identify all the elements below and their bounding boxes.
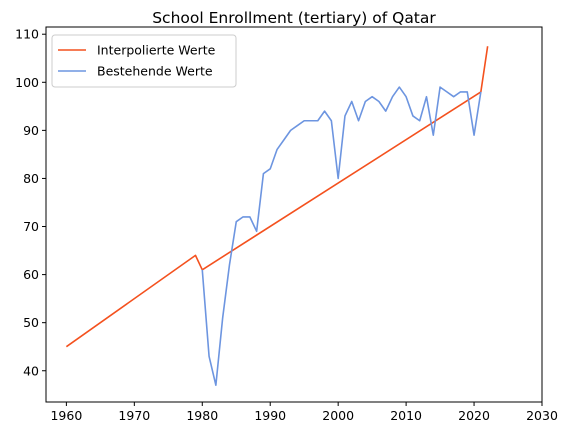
- y-tick-label: 50: [23, 315, 39, 330]
- legend: Interpolierte Werte Bestehende Werte: [51, 34, 237, 88]
- y-tick-label: 100: [15, 75, 39, 90]
- plot-lines: [65, 46, 489, 386]
- series-line-1: [201, 86, 482, 386]
- y-axis: 40 50 60 70 80 90 100 110: [15, 27, 46, 378]
- series-line-0: [65, 46, 489, 348]
- plot-frame: [45, 26, 543, 403]
- x-axis: 1960 1970 1980 1990 2000 2010 2020 2030: [50, 402, 558, 423]
- legend-label-1: Bestehende Werte: [97, 64, 213, 79]
- x-tick-label: 1970: [118, 408, 150, 423]
- x-tick-label: 2020: [458, 408, 490, 423]
- x-tick-label: 2010: [390, 408, 422, 423]
- x-tick-label: 1960: [50, 408, 82, 423]
- x-tick-label: 2030: [526, 408, 558, 423]
- y-tick-label: 40: [23, 363, 39, 378]
- y-tick-label: 60: [23, 267, 39, 282]
- x-tick-label: 2000: [322, 408, 354, 423]
- legend-box: [51, 34, 237, 88]
- x-tick-label: 1990: [254, 408, 286, 423]
- y-tick-label: 70: [23, 219, 39, 234]
- y-tick-label: 80: [23, 171, 39, 186]
- x-tick-label: 1980: [186, 408, 218, 423]
- legend-label-0: Interpolierte Werte: [97, 43, 216, 58]
- y-tick-label: 110: [15, 27, 39, 42]
- chart-title: School Enrollment (tertiary) of Qatar: [152, 9, 436, 27]
- y-tick-label: 90: [23, 123, 39, 138]
